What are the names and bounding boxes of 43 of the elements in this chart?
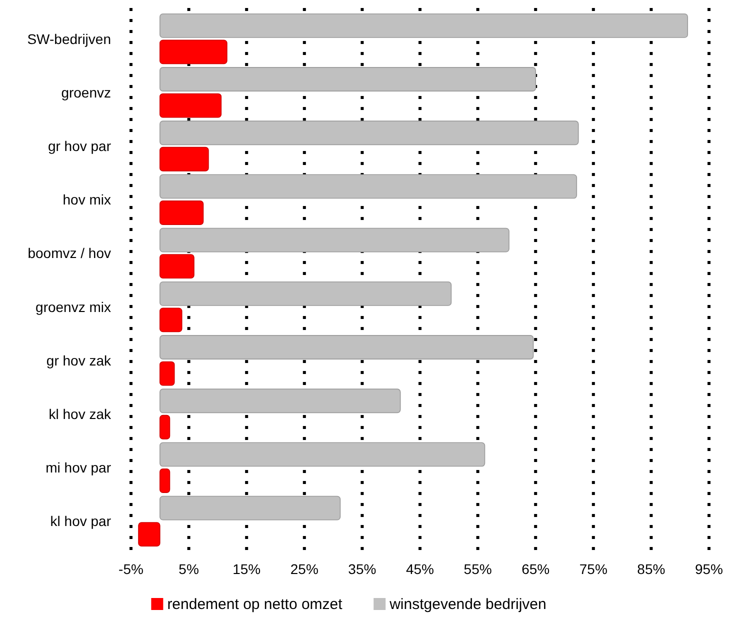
y-tick-label: gr hov zak (46, 352, 112, 368)
legend-label: winstgevende bedrijven (388, 596, 546, 613)
bar (160, 281, 452, 306)
x-tick-label: 55% (464, 561, 492, 577)
y-tick-label: groenvz (61, 84, 111, 100)
bar (160, 93, 222, 118)
y-tick-label: boomvz / hov (28, 245, 111, 262)
bar (160, 228, 510, 252)
bar (160, 442, 486, 467)
y-tick-label: kl hov par (50, 513, 112, 530)
y-tick-label: mi hov par (46, 460, 112, 476)
bar (160, 13, 688, 38)
y-tick-label: gr hov par (48, 138, 112, 154)
x-tick-label: 95% (694, 561, 724, 577)
bar (160, 496, 341, 520)
bar (138, 522, 160, 547)
bar (160, 335, 534, 360)
bar (160, 120, 579, 146)
x-tick-label: 75% (579, 561, 608, 577)
bar (160, 200, 204, 225)
y-tick-label: SW-bedrijven (27, 30, 111, 47)
x-tick-label: 35% (348, 561, 376, 577)
y-tick-label: kl hov zak (48, 406, 112, 422)
x-tick-label: 5% (178, 561, 199, 577)
bar (160, 388, 401, 414)
bar (160, 40, 228, 64)
y-tick-label: groenvz mix (36, 298, 111, 315)
bar (160, 174, 578, 199)
bar (160, 414, 170, 440)
bar (160, 468, 170, 493)
x-tick-label: 65% (522, 561, 550, 577)
y-tick-label: hov mix (62, 192, 111, 208)
x-tick-label: 25% (290, 561, 318, 577)
x-tick-label: 15% (232, 561, 261, 577)
bar (160, 361, 175, 386)
legend-label: rendement op netto omzet (167, 596, 344, 613)
x-tick-label: 45% (406, 561, 434, 577)
bar (160, 146, 209, 172)
x-tick-label: 85% (637, 561, 666, 577)
x-tick-label: -5% (118, 561, 144, 577)
bar (160, 67, 536, 92)
bar (160, 308, 182, 332)
bar (160, 254, 194, 279)
